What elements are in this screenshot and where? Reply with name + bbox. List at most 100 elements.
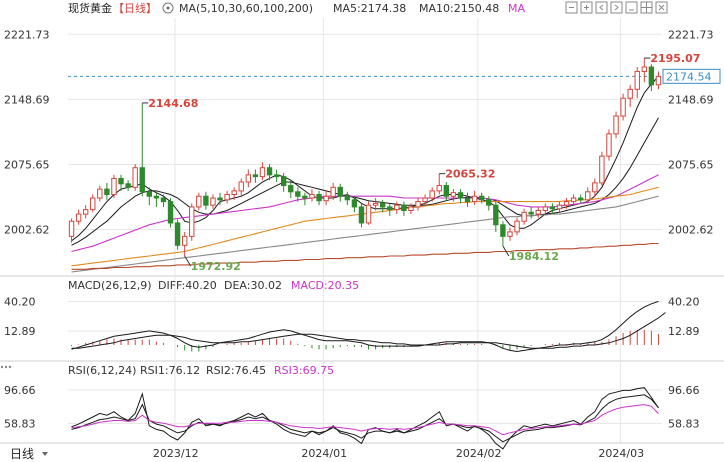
candle-body xyxy=(118,177,124,185)
price-annotations: 2144.68 1972.92 2065.32 1984.12 2195.07 xyxy=(142,52,700,273)
date-tick-label: 2023/12 xyxy=(153,447,199,460)
macd-dea-value: DEA:30.02 xyxy=(224,279,282,292)
date-tick-label: 2024/03 xyxy=(598,447,644,460)
ma-line-ma60 xyxy=(71,186,659,267)
candle-body xyxy=(500,224,506,237)
period-select[interactable]: 日线 xyxy=(10,447,48,461)
macd-diff-value: DIFF:40.20 xyxy=(158,279,217,292)
grid-lines xyxy=(68,18,662,443)
candle-body xyxy=(210,197,216,206)
candle-body xyxy=(599,155,605,184)
candle-body xyxy=(648,66,655,86)
macd-diff-line xyxy=(71,300,659,353)
candle-body xyxy=(167,201,174,224)
annotation-leader xyxy=(502,245,510,257)
candle-body xyxy=(542,206,549,212)
close-icon[interactable] xyxy=(655,1,668,14)
square-plus-icon[interactable] xyxy=(580,1,593,14)
candle-body xyxy=(556,204,563,210)
minimize-icon[interactable] xyxy=(625,1,638,14)
candle-body xyxy=(97,188,103,199)
square-right-icon[interactable] xyxy=(610,1,623,14)
ma-more-label: MA xyxy=(508,2,525,15)
rsi-tick-right: 96.66 xyxy=(668,384,700,397)
rsi1-line xyxy=(71,387,659,450)
candle-body xyxy=(570,197,577,203)
candle-body xyxy=(75,213,82,222)
price-tick-right: 2148.69 xyxy=(668,93,714,106)
rsi-tick-left: 96.66 xyxy=(4,384,36,397)
candle-body xyxy=(217,197,223,201)
rsi-indicator xyxy=(71,387,659,450)
candle-body xyxy=(478,195,485,201)
price-tick-right: 2002.62 xyxy=(668,224,714,237)
candle-body xyxy=(238,181,244,192)
candle-body xyxy=(68,220,75,237)
ma5-value: MA5:2174.38 xyxy=(333,2,406,15)
symbol-title: 现货黄金 xyxy=(68,1,112,15)
rsi2-line xyxy=(71,394,659,443)
candle-body xyxy=(471,195,478,203)
candle-body xyxy=(613,115,619,135)
ma-line-ma10 xyxy=(71,117,659,246)
candle-body xyxy=(351,199,358,208)
candle-body xyxy=(203,195,209,206)
candle-body xyxy=(132,167,138,188)
candle-body xyxy=(507,231,513,237)
price-tick-right: 2075.65 xyxy=(668,158,714,171)
candle-body xyxy=(245,174,252,183)
annotation-high: 2195.07 xyxy=(650,52,700,65)
ma-line-ma100 xyxy=(71,195,659,273)
candlesticks xyxy=(68,58,662,257)
candle-body xyxy=(189,206,195,237)
candle-body xyxy=(655,75,662,86)
candle-body xyxy=(316,193,322,202)
axis-labels: 2221.73 2221.73 2148.69 2148.69 2075.65 2075.… xyxy=(4,28,721,460)
period-label[interactable]: 【日线】 xyxy=(113,1,157,15)
annotation-low: 1972.92 xyxy=(191,260,241,273)
macd-params-label: MACD(26,12,9) xyxy=(68,279,152,292)
macd-tick-right: 12.89 xyxy=(668,325,700,338)
candle-body xyxy=(606,133,612,157)
macd-histogram-value: MACD:20.35 xyxy=(291,279,359,292)
rsi2-value: RSI2:76.45 xyxy=(206,364,266,377)
candle-body xyxy=(535,210,541,215)
price-tick-left: 2148.69 xyxy=(4,93,50,106)
candle-body xyxy=(309,193,315,199)
candle-body xyxy=(585,191,591,201)
candle-body xyxy=(139,167,145,193)
candle-body xyxy=(174,222,181,246)
candle-body xyxy=(379,202,386,208)
grid-icon[interactable] xyxy=(640,1,653,14)
chevron-down-icon xyxy=(42,452,48,456)
price-tick-left: 2221.73 xyxy=(4,28,50,41)
candle-body xyxy=(521,211,527,222)
candle-body xyxy=(337,186,343,197)
dots-icon[interactable] xyxy=(0,365,12,369)
period-select-label: 日线 xyxy=(10,447,34,461)
candle-body xyxy=(464,197,471,203)
candle-body xyxy=(415,201,421,208)
candle-body xyxy=(422,197,428,203)
settings-icon[interactable] xyxy=(162,2,174,14)
candle-body xyxy=(436,185,442,192)
candle-body xyxy=(273,174,280,178)
price-tick-right: 2221.73 xyxy=(668,28,714,41)
square-minus-icon[interactable] xyxy=(565,1,578,14)
candle-body xyxy=(125,183,131,188)
square-left-icon[interactable] xyxy=(595,1,608,14)
candle-body xyxy=(365,204,372,224)
date-tick-label: 2024/01 xyxy=(301,447,347,460)
candle-body xyxy=(266,167,273,176)
annotation-leader xyxy=(184,255,192,267)
candle-body xyxy=(528,211,534,215)
candle-body xyxy=(288,185,294,193)
candle-body xyxy=(563,201,570,206)
candle-body xyxy=(358,206,365,224)
candle-body xyxy=(90,197,96,211)
candle-body xyxy=(323,195,329,202)
date-tick-label: 2024/02 xyxy=(456,447,502,460)
candle-body xyxy=(181,235,188,246)
annotation-low: 1984.12 xyxy=(509,250,559,263)
